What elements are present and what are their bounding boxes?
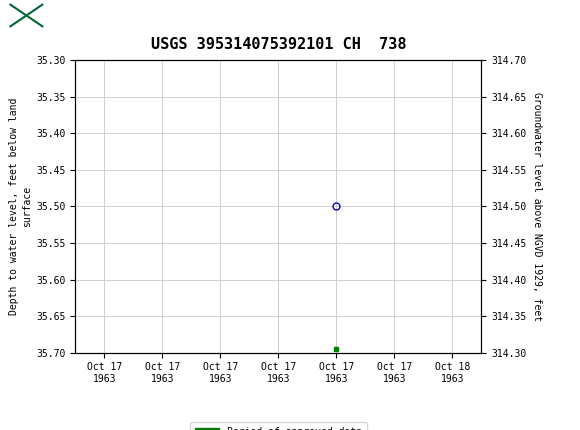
- Y-axis label: Depth to water level, feet below land
surface: Depth to water level, feet below land su…: [9, 98, 32, 315]
- Y-axis label: Groundwater level above NGVD 1929, feet: Groundwater level above NGVD 1929, feet: [532, 92, 542, 321]
- Text: USGS: USGS: [49, 8, 96, 23]
- Title: USGS 395314075392101 CH  738: USGS 395314075392101 CH 738: [151, 37, 406, 52]
- Bar: [10, 5, 42, 26]
- Legend: Period of approved data: Period of approved data: [190, 422, 367, 430]
